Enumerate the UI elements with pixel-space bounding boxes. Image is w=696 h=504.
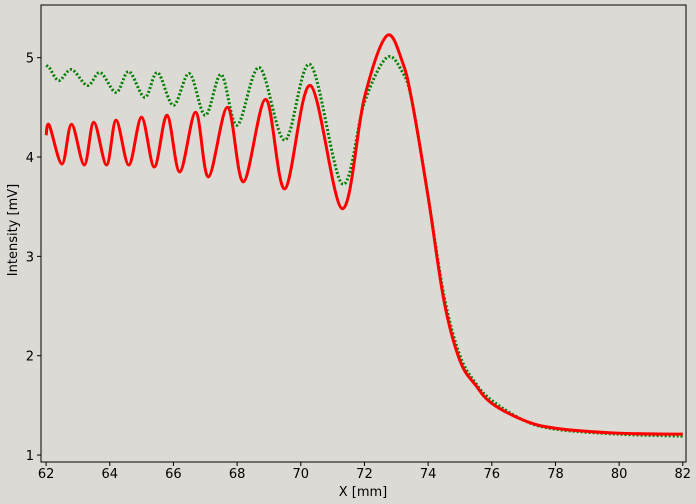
y-tick-label: 5 [26, 52, 34, 67]
x-tick-label: 64 [101, 467, 118, 482]
plot-frame [40, 4, 687, 463]
data-line [44, 33, 683, 436]
data-line [45, 55, 683, 438]
x-axis-label: X [mm] [339, 485, 388, 500]
x-tick-label: 74 [420, 467, 437, 482]
x-tick-label: 70 [293, 467, 310, 482]
y-tick-label: 4 [26, 151, 34, 166]
y-tick-label: 3 [26, 250, 34, 265]
x-tick-label: 78 [547, 467, 564, 482]
x-tick-label: 62 [38, 467, 55, 482]
x-tick-label: 72 [356, 467, 373, 482]
y-tick-label: 1 [26, 449, 34, 464]
x-tick-label: 76 [484, 467, 501, 482]
x-tick-label: 68 [229, 467, 246, 482]
x-tick-label: 80 [611, 467, 628, 482]
x-tick-label: 66 [165, 467, 182, 482]
y-axis-label: Intensity [mV] [6, 184, 21, 276]
x-tick-label: 82 [675, 467, 692, 482]
y-tick-label: 2 [26, 350, 34, 365]
